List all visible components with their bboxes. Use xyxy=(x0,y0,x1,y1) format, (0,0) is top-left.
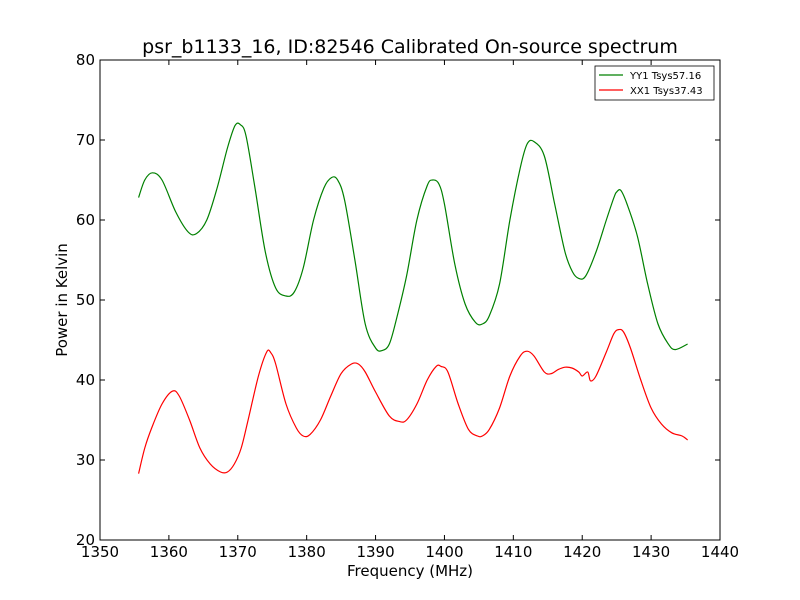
plot-area: 1350 1360 1370 1380 1390 1400 1410 1420 1430 1440… xyxy=(76,51,739,561)
y-tick-label: 40 xyxy=(76,371,95,389)
x-tick-label: 1360 xyxy=(150,543,188,561)
y-tick-label: 80 xyxy=(76,51,95,69)
legend-box xyxy=(594,65,715,101)
y-tick-label: 70 xyxy=(76,131,95,149)
y-tick-label: 60 xyxy=(76,211,95,229)
y-tick-label: 30 xyxy=(76,451,95,469)
legend-label-xx1: XX1 Tsys37.43 xyxy=(630,86,703,97)
series-line-yy1 xyxy=(138,122,688,352)
x-tick-label: 1440 xyxy=(701,543,739,561)
y-tick-label: 20 xyxy=(76,531,95,549)
x-tick-label: 1410 xyxy=(494,543,532,561)
series-line-xx1 xyxy=(137,328,688,474)
plot-frame xyxy=(99,59,721,541)
x-tick-label: 1370 xyxy=(219,543,257,561)
legend-label-yy1: YY1 Tsys57.16 xyxy=(629,71,701,82)
x-axis-label: Frequency (MHz) xyxy=(347,562,473,580)
x-tick-label: 1420 xyxy=(563,543,601,561)
series-layer xyxy=(137,122,688,474)
x-tick-label: 1350 xyxy=(81,543,119,561)
chart-title: psr_b1133_16, ID:82546 Calibrated On-sou… xyxy=(142,36,678,58)
x-tick-label: 1380 xyxy=(288,543,326,561)
legend: YY1 Tsys57.16 XX1 Tsys37.43 xyxy=(594,65,715,101)
x-tick-label: 1400 xyxy=(425,543,463,561)
y-axis-label: Power in Kelvin xyxy=(53,243,71,357)
ticks-layer: 1350 1360 1370 1380 1390 1400 1410 1420 1430 1440… xyxy=(76,51,739,561)
y-tick-label: 50 xyxy=(76,291,95,309)
x-tick-label: 1430 xyxy=(632,543,670,561)
x-tick-label: 1390 xyxy=(356,543,394,561)
